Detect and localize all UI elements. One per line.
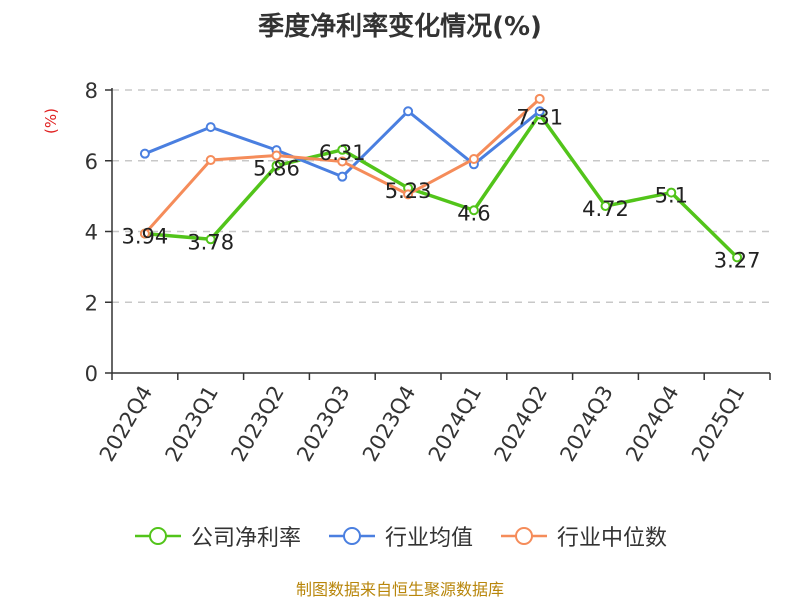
data-point-1	[139, 148, 150, 159]
data-point-1	[403, 106, 414, 117]
data-label: 4.72	[582, 197, 629, 221]
data-point-2	[468, 153, 479, 164]
data-label: 3.94	[122, 225, 169, 249]
x-tick-label: 2022Q4	[95, 382, 157, 466]
data-label: 3.27	[714, 248, 761, 272]
legend-item-industry-median[interactable]: 行业中位数	[499, 520, 667, 552]
data-point-0	[732, 252, 743, 263]
data-point-0	[600, 201, 611, 212]
data-point-2	[139, 228, 150, 239]
y-tick-label: 0	[85, 362, 98, 386]
x-tick-label: 2025Q1	[687, 382, 749, 466]
data-point-2	[534, 93, 545, 104]
legend-item-industry-mean[interactable]: 行业均值	[327, 520, 473, 552]
data-point-2	[403, 189, 414, 200]
chart-title: 季度净利率变化情况(%)	[258, 12, 542, 42]
legend: 公司净利率 行业均值 行业中位数	[0, 520, 800, 552]
data-point-0	[337, 144, 348, 155]
data-label: 5.23	[385, 179, 432, 203]
source-footer: 制图数据来自恒生聚源数据库	[295, 580, 504, 599]
y-tick-label: 2	[85, 291, 98, 315]
x-tick-label: 2024Q3	[555, 382, 617, 466]
data-label: 7.31	[516, 105, 563, 129]
data-point-2	[337, 156, 348, 167]
data-point-1	[205, 122, 216, 133]
data-label: 5.1	[655, 184, 688, 208]
x-tick-label: 2024Q1	[424, 382, 486, 466]
legend-label-company: 公司净利率	[190, 526, 301, 551]
legend-swatch-industry-mean-icon	[328, 527, 375, 545]
series-line-0	[144, 112, 739, 259]
data-label: 4.6	[457, 201, 490, 225]
data-point-0	[205, 234, 216, 245]
legend-label-industry-mean: 行业均值	[384, 526, 473, 551]
data-label: 6.31	[319, 141, 366, 165]
legend-swatch-company-icon	[134, 527, 181, 545]
x-tick-label: 2023Q1	[161, 382, 223, 466]
data-point-0	[666, 187, 677, 198]
x-tick-label: 2024Q4	[621, 382, 683, 466]
data-label: 5.86	[253, 157, 300, 181]
y-tick-label: 6	[85, 150, 98, 174]
y-tick-label: 4	[85, 221, 98, 245]
legend-swatch-industry-median-icon	[501, 527, 547, 545]
x-tick-label: 2024Q2	[490, 382, 552, 466]
data-point-1	[337, 171, 348, 182]
x-tick-label: 2023Q2	[226, 382, 288, 466]
data-point-2	[205, 155, 216, 166]
x-tick-label: 2023Q3	[292, 382, 354, 466]
data-point-2	[271, 150, 282, 161]
data-point-0	[271, 160, 282, 171]
legend-label-industry-median: 行业中位数	[557, 526, 668, 551]
legend-item-company[interactable]: 公司净利率	[133, 520, 301, 552]
x-tick-label: 2023Q4	[358, 382, 420, 466]
y-tick-label: 8	[85, 79, 98, 103]
data-label: 3.78	[187, 230, 234, 254]
data-point-0	[468, 205, 479, 216]
data-point-1	[534, 106, 545, 117]
